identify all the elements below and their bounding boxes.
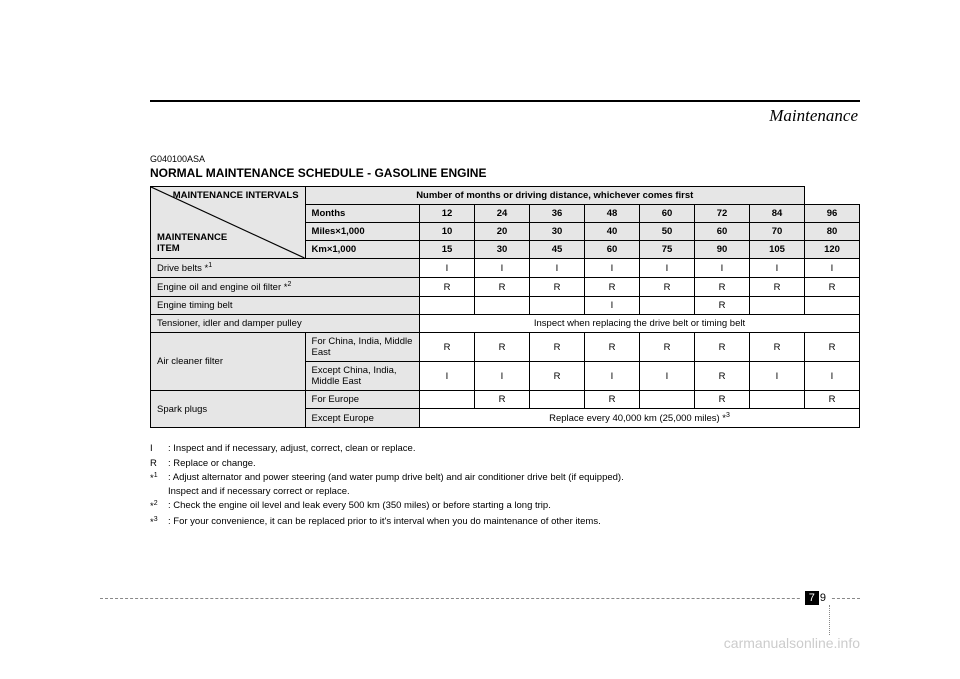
item-label: MAINTENANCE ITEM xyxy=(157,233,227,254)
item-label: Engine timing belt xyxy=(151,297,420,315)
legend-row: *2 : Check the engine oil level and leak… xyxy=(150,499,860,514)
reference-code: G040100ASA xyxy=(150,154,860,164)
table-row: Drive belts *1 I I I I I I I I xyxy=(151,259,860,278)
span-cell: Replace every 40,000 km (25,000 miles) *… xyxy=(420,409,860,428)
sub-label: For China, India, Middle East xyxy=(305,333,419,362)
table-row: Tensioner, idler and damper pulley Inspe… xyxy=(151,315,860,333)
item-label: Tensioner, idler and damper pulley xyxy=(151,315,420,333)
legend: I : Inspect and if necessary, adjust, co… xyxy=(150,442,860,530)
diagonal-header: MAINTENANCE INTERVALS MAINTENANCE ITEM xyxy=(151,187,306,259)
document-page: Maintenance G040100ASA NORMAL MAINTENANC… xyxy=(0,0,960,570)
table-row: Spark plugs For Europe R R R R xyxy=(151,391,860,409)
main-title: NORMAL MAINTENANCE SCHEDULE - GASOLINE E… xyxy=(150,166,860,180)
page-number: 79 xyxy=(801,591,830,605)
legend-row: *3 : For your convenience, it can be rep… xyxy=(150,515,860,530)
table-row: Engine oil and engine oil filter *2 R R … xyxy=(151,278,860,297)
item-label: Drive belts *1 xyxy=(151,259,420,278)
item-label: Engine oil and engine oil filter *2 xyxy=(151,278,420,297)
footer: 79 xyxy=(100,598,860,599)
corner-dots xyxy=(829,605,830,635)
watermark: carmanualsonline.info xyxy=(724,635,860,651)
header-span: Number of months or driving distance, wh… xyxy=(305,187,804,205)
group-label: Air cleaner filter xyxy=(151,333,306,391)
legend-row: I : Inspect and if necessary, adjust, co… xyxy=(150,442,860,456)
legend-row: *1 : Adjust alternator and power steerin… xyxy=(150,471,860,500)
sub-label: Except Europe xyxy=(305,409,419,428)
intervals-label: MAINTENANCE INTERVALS xyxy=(173,191,299,201)
table-row: Engine timing belt I R xyxy=(151,297,860,315)
maintenance-table: MAINTENANCE INTERVALS MAINTENANCE ITEM N… xyxy=(150,186,860,428)
footer-rule: 79 xyxy=(100,598,860,599)
sub-label: For Europe xyxy=(305,391,419,409)
legend-row: R : Replace or change. xyxy=(150,457,860,471)
group-label: Spark plugs xyxy=(151,391,306,428)
section-header: Maintenance xyxy=(150,106,860,126)
header-rule xyxy=(150,100,860,102)
table-row: Air cleaner filter For China, India, Mid… xyxy=(151,333,860,362)
sub-label: Except China, India, Middle East xyxy=(305,362,419,391)
